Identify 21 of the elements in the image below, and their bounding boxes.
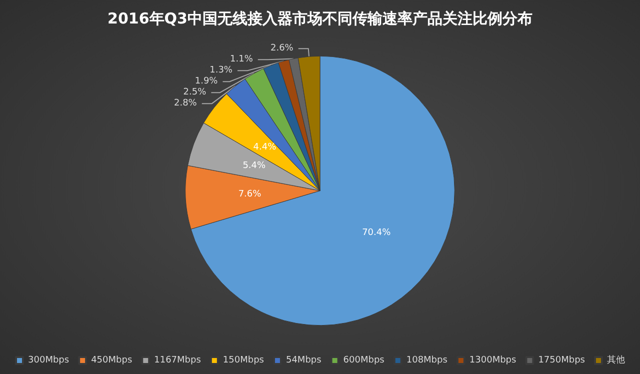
chart-title: 2016年Q3中国无线接入器市场不同传输速率产品关注比例分布 bbox=[108, 10, 532, 28]
legend-label: 1300Mbps bbox=[469, 356, 517, 366]
data-label: 5.4% bbox=[242, 161, 266, 172]
legend-label: 450Mbps bbox=[91, 356, 132, 366]
data-label: 4.4% bbox=[253, 142, 277, 152]
legend-label: 600Mbps bbox=[343, 356, 385, 366]
legend-label: 300Mbps bbox=[28, 356, 70, 366]
data-label: 1.3% bbox=[210, 66, 233, 76]
legend-label: 1167Mbps bbox=[154, 356, 202, 366]
legend-label: 1750Mbps bbox=[538, 356, 586, 366]
data-label: 2.8% bbox=[174, 98, 198, 109]
data-label: 7.6% bbox=[238, 189, 262, 200]
data-label: 1.9% bbox=[194, 76, 218, 87]
legend-label: 150Mbps bbox=[222, 356, 264, 366]
legend-label: 其他 bbox=[606, 354, 625, 366]
data-label: 1.1% bbox=[230, 54, 254, 65]
data-label: 70.4% bbox=[362, 228, 392, 238]
data-label: 2.6% bbox=[270, 44, 294, 54]
legend-label: 108Mbps bbox=[406, 356, 448, 366]
legend-label: 54Mbps bbox=[286, 356, 322, 366]
data-label: 2.5% bbox=[183, 88, 207, 98]
